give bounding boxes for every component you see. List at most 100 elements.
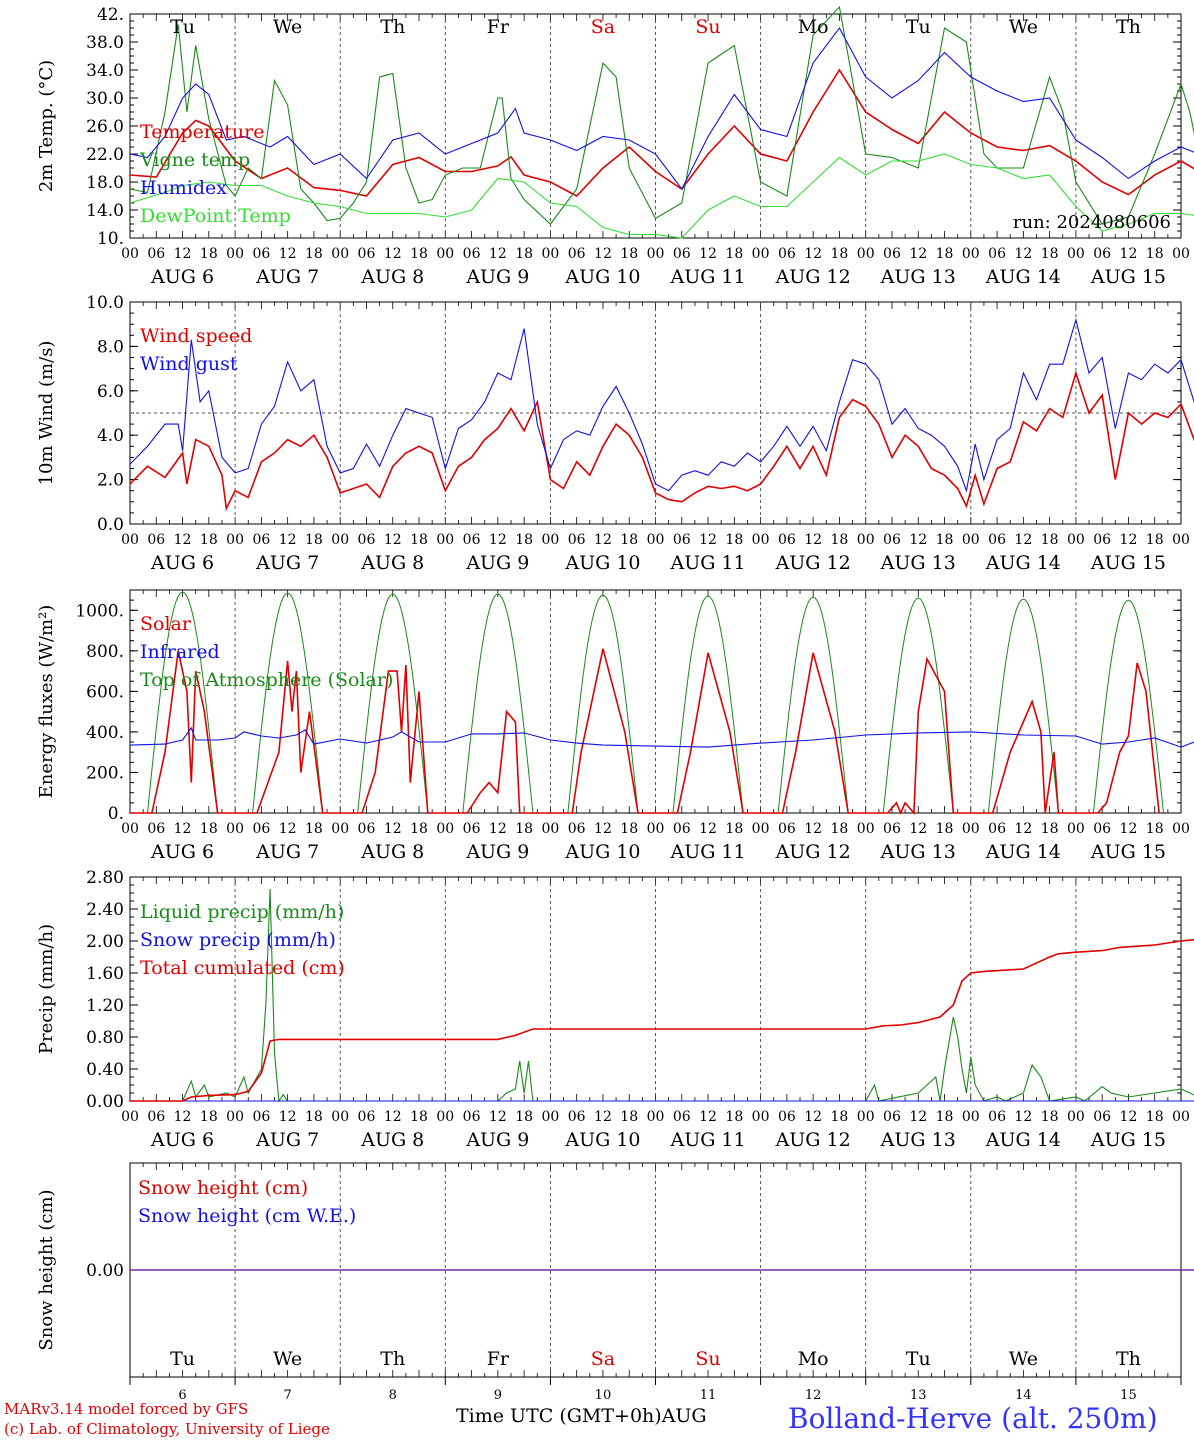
hour-tick-label: 00 <box>331 246 349 262</box>
date-label: AUG 14 <box>985 841 1061 863</box>
day-number-label: 7 <box>284 1388 292 1403</box>
hour-tick-label: 00 <box>1172 246 1190 262</box>
hour-tick-label: 12 <box>1014 532 1032 548</box>
weekday-label: Tu <box>170 1348 195 1370</box>
legend-entry: Wind speed <box>140 325 252 347</box>
hour-tick-label: 00 <box>647 1109 665 1125</box>
hour-tick-label: 06 <box>883 532 901 548</box>
date-label: AUG 12 <box>775 552 851 574</box>
hour-tick-label: 18 <box>620 821 638 837</box>
date-label: AUG 10 <box>564 552 640 574</box>
y-tick-label: 2.00 <box>86 932 124 952</box>
hour-tick-label: 06 <box>673 821 691 837</box>
hour-tick-label: 12 <box>804 1109 822 1125</box>
series-line-dewpoint-temp <box>129 153 1194 239</box>
hour-tick-label: 06 <box>883 246 901 262</box>
hour-tick-label: 00 <box>647 532 665 548</box>
date-label: AUG 15 <box>1090 266 1166 288</box>
hour-tick-label: 06 <box>252 1109 270 1125</box>
hour-tick-label: 00 <box>331 532 349 548</box>
hour-tick-label: 12 <box>384 246 402 262</box>
date-label: AUG 7 <box>255 1129 319 1151</box>
hour-tick-label: 00 <box>962 1109 980 1125</box>
y-tick-label: 34.0 <box>86 61 124 81</box>
date-label: AUG 11 <box>669 1129 745 1151</box>
hour-tick-label: 12 <box>699 532 717 548</box>
hour-tick-label: 00 <box>647 246 665 262</box>
date-label: AUG 6 <box>150 841 214 863</box>
hour-tick-label: 00 <box>436 821 454 837</box>
y-tick-label: 38.0 <box>86 33 124 53</box>
hour-tick-label: 06 <box>358 1109 376 1125</box>
date-label: AUG 14 <box>985 266 1061 288</box>
y-axis-label: Energy fluxes (W/m²) <box>36 605 57 799</box>
run-annotation: run: 2024080606 <box>1013 212 1171 233</box>
hour-tick-label: 12 <box>489 532 507 548</box>
legend-entry: Humidex <box>140 177 227 199</box>
hour-tick-label: 06 <box>988 821 1006 837</box>
hour-tick-label: 06 <box>1093 1109 1111 1125</box>
hour-tick-label: 06 <box>568 532 586 548</box>
y-tick-label: 0.0 <box>97 515 124 535</box>
hour-tick-label: 12 <box>174 532 192 548</box>
hour-tick-label: 00 <box>436 532 454 548</box>
hour-tick-label: 00 <box>436 246 454 262</box>
hour-tick-label: 00 <box>647 821 665 837</box>
hour-tick-label: 06 <box>673 532 691 548</box>
hour-tick-label: 12 <box>1014 821 1032 837</box>
hour-tick-label: 00 <box>121 1109 139 1125</box>
y-tick-label: 30.0 <box>86 89 124 109</box>
date-label: AUG 6 <box>150 552 214 574</box>
date-label: AUG 7 <box>255 266 319 288</box>
hour-tick-label: 00 <box>1172 532 1190 548</box>
legend-entry: Vigne temp <box>139 149 250 171</box>
series-line-total-cumulated-cm- <box>130 939 1194 1102</box>
day-number-label: 13 <box>910 1388 927 1403</box>
date-label: AUG 9 <box>465 266 529 288</box>
day-number-label: 6 <box>178 1388 186 1403</box>
y-tick-label: 10. <box>97 229 124 249</box>
day-number-label: 8 <box>389 1388 397 1403</box>
weekday-label: Th <box>380 16 405 38</box>
hour-tick-label: 00 <box>541 1109 559 1125</box>
date-label: AUG 8 <box>360 552 424 574</box>
hour-tick-label: 00 <box>121 821 139 837</box>
hour-tick-label: 00 <box>1067 1109 1085 1125</box>
day-number-label: 15 <box>1120 1388 1137 1403</box>
date-label: AUG 7 <box>255 552 319 574</box>
weekday-label: Sa <box>591 16 615 38</box>
date-label: AUG 13 <box>880 266 956 288</box>
hour-tick-label: 18 <box>1146 821 1164 837</box>
hour-tick-label: 00 <box>962 532 980 548</box>
y-axis-label: 10m Wind (m/s) <box>36 341 57 486</box>
hour-tick-label: 12 <box>909 532 927 548</box>
hour-tick-label: 06 <box>778 532 796 548</box>
series-line-wind-gust <box>129 317 1194 493</box>
date-label: AUG 15 <box>1090 552 1166 574</box>
hour-tick-label: 00 <box>331 821 349 837</box>
hour-tick-label: 06 <box>883 1109 901 1125</box>
hour-tick-label: 00 <box>331 1109 349 1125</box>
hour-tick-label: 06 <box>252 532 270 548</box>
hour-tick-label: 06 <box>1093 532 1111 548</box>
hour-tick-label: 00 <box>436 1109 454 1125</box>
weekday-label: Su <box>695 1348 720 1370</box>
hour-tick-label: 06 <box>883 821 901 837</box>
date-label: AUG 6 <box>150 1129 214 1151</box>
hour-tick-label: 06 <box>147 1109 165 1125</box>
hour-tick-label: 12 <box>804 821 822 837</box>
hour-tick-label: 06 <box>358 246 376 262</box>
hour-tick-label: 06 <box>147 246 165 262</box>
hour-tick-label: 00 <box>1067 532 1085 548</box>
hour-tick-label: 06 <box>778 246 796 262</box>
hour-tick-label: 18 <box>305 246 323 262</box>
hour-tick-label: 18 <box>305 532 323 548</box>
series-line-infrared <box>129 726 1194 748</box>
y-tick-label: 10.0 <box>86 293 124 313</box>
legend-entry: Total cumulated (cm) <box>140 957 345 979</box>
weekday-label: Th <box>1116 16 1141 38</box>
hour-tick-label: 18 <box>725 532 743 548</box>
legend-entry: Liquid precip (mm/h) <box>140 901 344 923</box>
hour-tick-label: 18 <box>515 1109 533 1125</box>
weekday-label: Fr <box>487 1348 510 1370</box>
